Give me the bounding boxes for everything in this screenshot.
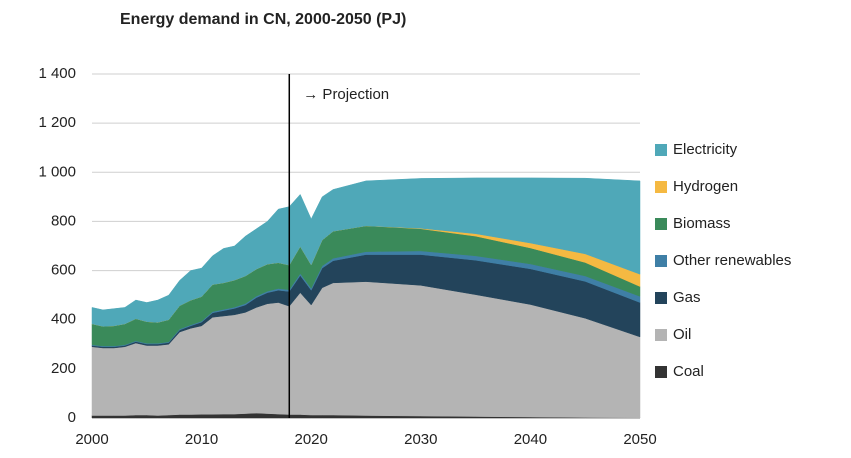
areas — [91, 177, 641, 419]
legend-label: Coal — [673, 363, 704, 380]
chart-title: Energy demand in CN, 2000-2050 (PJ) — [120, 11, 406, 28]
x-tick-label: 2010 — [185, 431, 218, 448]
x-tick-label: 2040 — [514, 431, 547, 448]
legend-label: Hydrogen — [673, 178, 738, 195]
legend-label: Oil — [673, 326, 691, 343]
legend-swatch — [655, 218, 667, 230]
projection-label: → Projection — [303, 86, 389, 103]
x-tick-label: 2030 — [404, 431, 437, 448]
legend-swatch — [655, 329, 667, 341]
area — [91, 177, 641, 327]
y-tick-label: 0 — [68, 409, 76, 426]
overlay: → Projection Coal Oil Gas Other renewables Bi… — [288, 74, 791, 418]
legend-label: Other renewables — [673, 252, 791, 269]
y-tick-label: 1 000 — [38, 163, 76, 180]
legend-label: Biomass — [673, 215, 731, 232]
legend-swatch — [655, 144, 667, 156]
y-tick-label: 600 — [51, 262, 76, 279]
y-tick-label: 400 — [51, 311, 76, 328]
legend-label: Gas — [673, 289, 701, 306]
y-tick-label: 1 200 — [38, 114, 76, 131]
legend-swatch — [655, 181, 667, 193]
y-tick-label: 200 — [51, 360, 76, 377]
y-tick-label: 800 — [51, 212, 76, 229]
y-tick-label: 1 400 — [38, 65, 76, 82]
x-tick-label: 2050 — [623, 431, 656, 448]
legend-swatch — [655, 366, 667, 378]
legend-swatch — [655, 292, 667, 304]
legend-swatch — [655, 255, 667, 267]
legend-label: Electricity — [673, 141, 738, 158]
x-tick-label: 2000 — [75, 431, 108, 448]
x-tick-label: 2020 — [295, 431, 328, 448]
